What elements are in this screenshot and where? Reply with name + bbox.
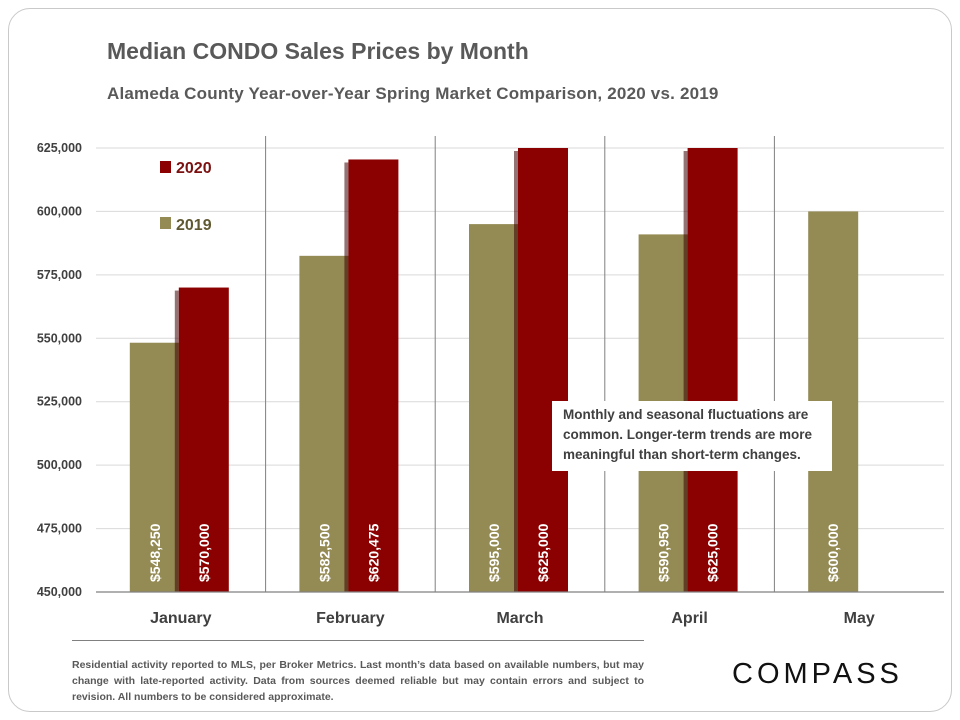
legend-label-2020: 2020 (176, 160, 212, 177)
data-label-2020: $570,000 (196, 523, 212, 582)
data-label-2019: $595,000 (486, 523, 502, 582)
x-tick-label: February (316, 610, 385, 627)
x-tick-label: April (671, 610, 707, 627)
y-tick-label: 475,000 (37, 522, 82, 536)
y-tick-label: 625,000 (37, 141, 82, 155)
legend-swatch-2019 (160, 217, 171, 229)
annotation-note: Monthly and seasonal fluctuations are co… (552, 401, 832, 471)
bar-2019 (469, 224, 519, 592)
bar-2019 (129, 342, 180, 592)
compass-logo: COMPASS (732, 658, 903, 690)
y-tick-label: 500,000 (37, 458, 82, 472)
y-tick-label: 525,000 (37, 395, 82, 409)
data-label-2020: $625,000 (535, 523, 551, 582)
bar-2020-shadow (683, 151, 688, 592)
data-label-2019: $582,500 (316, 523, 332, 582)
data-label-2020: $620,475 (365, 523, 381, 582)
bar-2019 (299, 255, 350, 593)
x-tick-label: May (844, 610, 875, 627)
data-label-2019: $600,000 (825, 523, 841, 582)
data-label-2019: $548,250 (147, 523, 163, 582)
bar-2020 (518, 148, 568, 592)
x-tick-label: January (150, 610, 211, 627)
y-tick-label: 450,000 (37, 585, 82, 599)
bar-2020-shadow (344, 162, 349, 592)
bar-2020-shadow (174, 290, 179, 592)
y-tick-label: 575,000 (37, 268, 82, 282)
legend-swatch-2020 (160, 161, 171, 173)
legend-label-2019: 2019 (176, 217, 212, 234)
bar-2020 (178, 287, 229, 592)
chart-title: Median CONDO Sales Prices by Month (107, 38, 529, 64)
footer-disclaimer: Residential activity reported to MLS, pe… (72, 640, 644, 705)
data-label-2019: $590,950 (656, 523, 672, 582)
bar-2020 (687, 148, 738, 592)
x-tick-label: March (496, 610, 543, 627)
bar-2020-shadow (514, 151, 518, 592)
y-tick-label: 600,000 (37, 204, 82, 218)
chart-subtitle: Alameda County Year-over-Year Spring Mar… (107, 84, 719, 103)
bar-2020 (348, 159, 399, 592)
y-tick-label: 550,000 (37, 331, 82, 345)
data-label-2020: $625,000 (705, 523, 721, 582)
